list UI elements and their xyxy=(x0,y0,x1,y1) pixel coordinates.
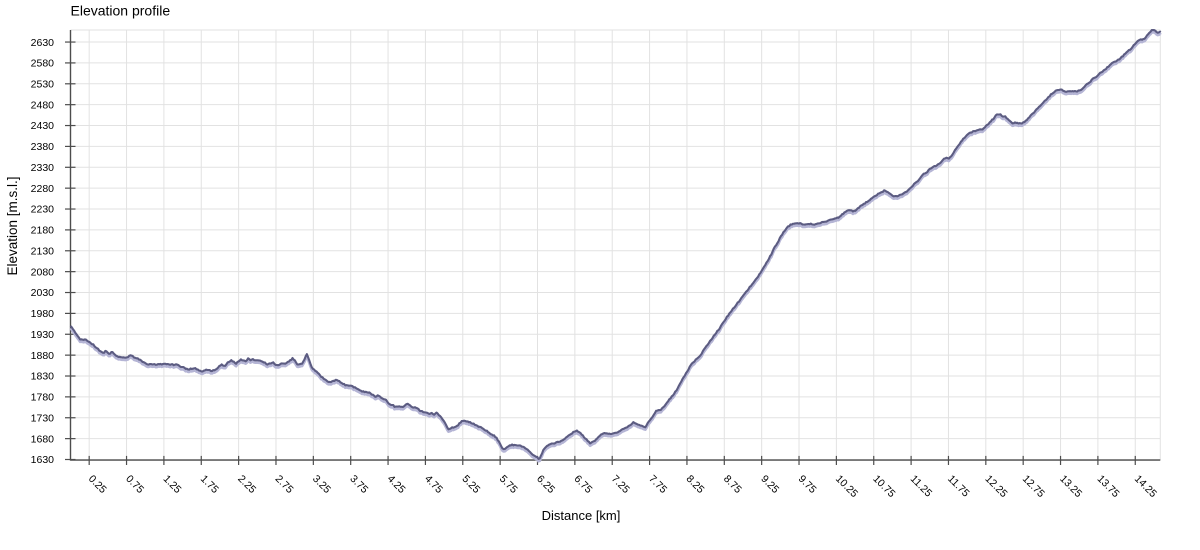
svg-text:Elevation [m.s.l.]: Elevation [m.s.l.] xyxy=(5,176,20,275)
svg-text:2330: 2330 xyxy=(31,162,55,174)
svg-text:1780: 1780 xyxy=(31,392,55,404)
svg-text:2380: 2380 xyxy=(31,141,55,153)
svg-text:2480: 2480 xyxy=(31,99,55,111)
svg-text:1680: 1680 xyxy=(31,433,55,445)
svg-text:1830: 1830 xyxy=(31,371,55,383)
svg-text:1880: 1880 xyxy=(31,350,55,362)
svg-text:1980: 1980 xyxy=(31,308,55,320)
svg-text:2630: 2630 xyxy=(31,37,55,49)
svg-text:2580: 2580 xyxy=(31,58,55,70)
svg-text:1630: 1630 xyxy=(31,454,55,466)
svg-text:2530: 2530 xyxy=(31,79,55,91)
svg-text:Distance [km]: Distance [km] xyxy=(542,508,621,523)
svg-text:2430: 2430 xyxy=(31,120,55,132)
svg-text:2230: 2230 xyxy=(31,204,55,216)
svg-text:2080: 2080 xyxy=(31,266,55,278)
svg-text:2030: 2030 xyxy=(31,287,55,299)
svg-text:2130: 2130 xyxy=(31,245,55,257)
svg-text:2280: 2280 xyxy=(31,183,55,195)
svg-text:Elevation profile: Elevation profile xyxy=(71,2,171,18)
svg-text:2180: 2180 xyxy=(31,225,55,237)
svg-text:1930: 1930 xyxy=(31,329,55,341)
svg-text:1730: 1730 xyxy=(31,412,55,424)
